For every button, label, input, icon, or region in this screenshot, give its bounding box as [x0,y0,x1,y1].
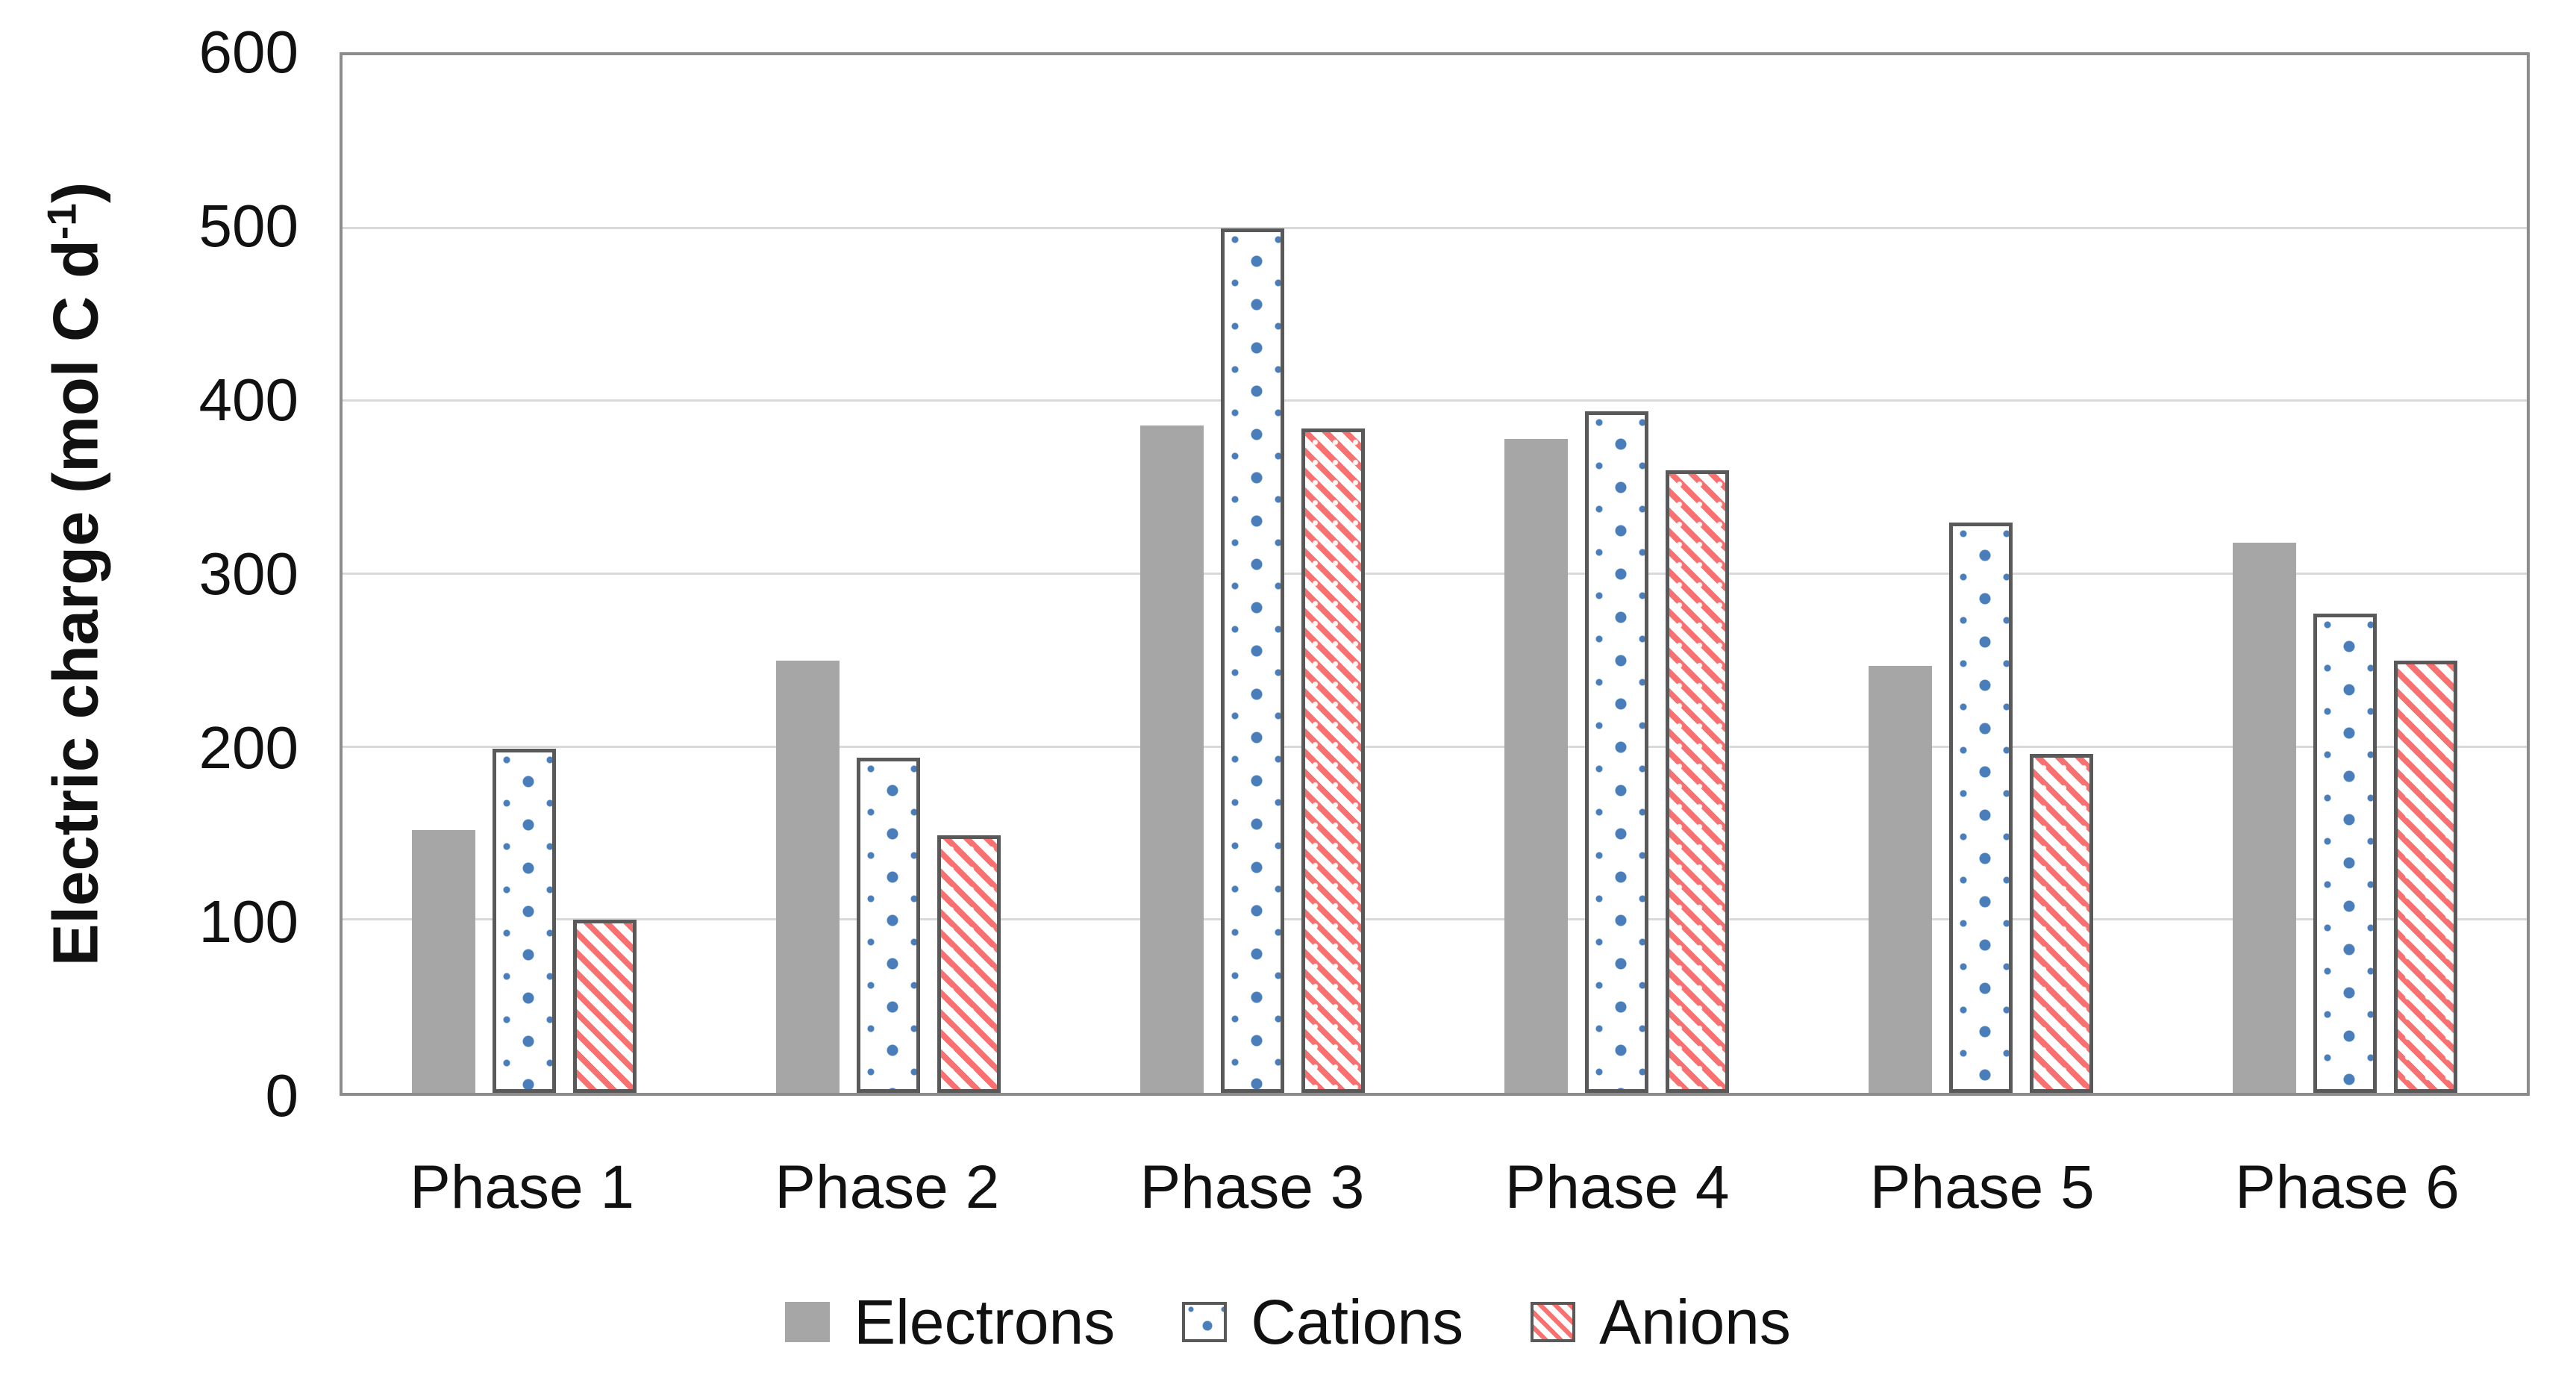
y-tick-label-400: 400 [198,367,298,433]
bar-cations-2 [857,757,921,1093]
x-axis-label-2: Phase 2 [775,1153,1000,1221]
x-axis-label-6: Phase 6 [2234,1153,2460,1221]
bar-electrons-5 [1868,665,1932,1093]
bar-electrons-3 [1140,425,1204,1093]
bar-cations-3 [1221,228,1285,1093]
y-tick-label-200: 200 [198,714,298,781]
bar-cations-1 [493,748,557,1093]
bar-cations-5 [1948,522,2013,1093]
bar-anions-6 [2393,660,2457,1093]
bar-anions-2 [937,835,1001,1093]
bar-group-6 [2163,55,2527,1093]
plot-area [340,52,2530,1096]
legend-item-electrons: Electrons [785,1291,1115,1353]
bar-electrons-4 [1504,439,1568,1093]
bar-group-2 [707,55,1071,1093]
bar-anions-3 [1301,428,1366,1093]
gridline-200 [343,745,2527,748]
gridline-400 [343,399,2527,402]
x-axis-label-1: Phase 1 [410,1153,635,1221]
bar-group-4 [1435,55,1799,1093]
bar-cations-4 [1584,411,1648,1093]
y-tick-label-100: 100 [198,888,298,955]
bar-electrons-2 [776,660,840,1093]
legend-label-electrons: Electrons [854,1287,1116,1357]
legend-swatch-anions [1531,1302,1576,1342]
x-axis-label-3: Phase 3 [1139,1153,1365,1221]
bar-cations-6 [2313,614,2377,1093]
bar-anions-5 [2029,753,2093,1093]
legend-swatch-electrons [785,1302,831,1342]
bar-group-1 [343,55,707,1093]
legend-item-cations: Cations [1182,1291,1463,1353]
legend-label-cations: Cations [1251,1287,1464,1357]
gridline-500 [343,226,2527,229]
legend-label-anions: Anions [1599,1287,1791,1357]
legend-item-anions: Anions [1531,1291,1791,1353]
x-axis-label-5: Phase 5 [1869,1153,2095,1221]
gridline-100 [343,918,2527,921]
y-tick-label-300: 300 [198,540,298,607]
legend-swatch-cations [1182,1302,1228,1342]
legend: Electrons Cations Anions [0,1281,2576,1363]
x-axis-label-4: Phase 4 [1504,1153,1730,1221]
y-tick-label-0: 0 [265,1062,299,1129]
bar-anions-1 [573,920,637,1093]
y-tick-label-500: 500 [198,193,298,259]
bar-group-3 [1071,55,1435,1093]
bar-electrons-1 [412,829,476,1093]
bar-anions-4 [1665,470,1729,1093]
y-tick-label-600: 600 [198,19,298,85]
bar-group-5 [1798,55,2163,1093]
gridline-300 [343,573,2527,575]
bar-electrons-6 [2232,543,2296,1093]
y-axis-tick-labels: 0 100 200 300 400 500 600 [0,0,298,1378]
